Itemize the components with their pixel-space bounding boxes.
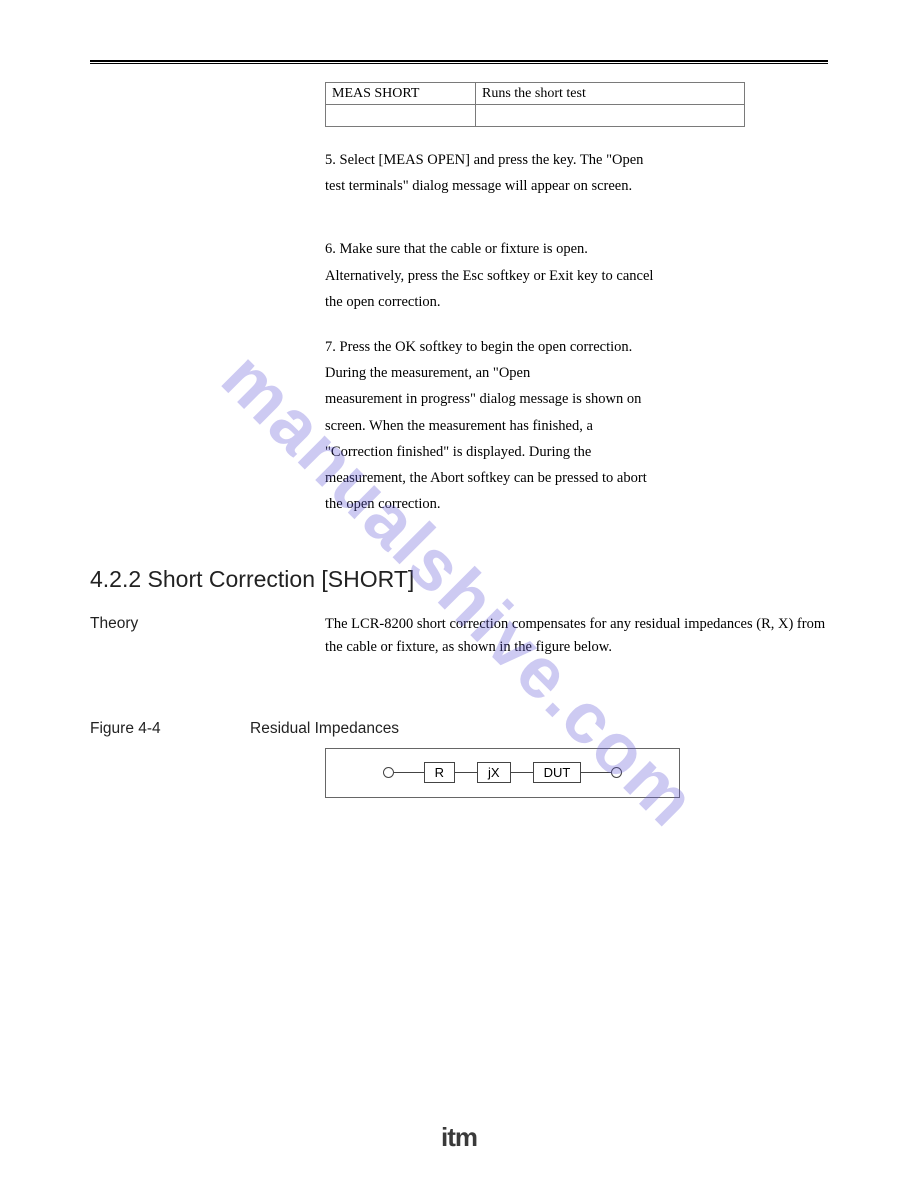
wire xyxy=(394,772,424,773)
component-dut: DUT xyxy=(533,762,582,783)
footer: itm xyxy=(0,1122,918,1153)
step-line: "Correction finished" is displayed. Duri… xyxy=(325,441,828,464)
table-cell xyxy=(326,105,476,127)
step-line: 7. Press the OK softkey to begin the ope… xyxy=(325,336,828,359)
theory-label: Theory xyxy=(90,613,325,659)
wire xyxy=(455,772,477,773)
terminal-right xyxy=(611,767,622,778)
step-line: test terminals" dialog message will appe… xyxy=(325,175,828,198)
component-jx: jX xyxy=(477,762,511,783)
step-6: 6. Make sure that the cable or fixture i… xyxy=(325,238,828,314)
page-content: MEAS SHORT Runs the short test 5. Select… xyxy=(0,0,918,838)
section-heading: 4.2.2 Short Correction [SHORT] xyxy=(90,566,828,593)
table-cell: Runs the short test xyxy=(476,83,745,105)
terminal-left xyxy=(383,767,394,778)
step-line: measurement, the Abort softkey can be pr… xyxy=(325,467,828,490)
step-line: 5. Select [MEAS OPEN] and press the key.… xyxy=(325,149,828,172)
figure-label-row: Figure 4-4 Residual Impedances xyxy=(90,720,828,738)
figure-number: Figure 4-4 xyxy=(90,720,250,738)
wire xyxy=(511,772,533,773)
table-cell: MEAS SHORT xyxy=(326,83,476,105)
figure-title: Residual Impedances xyxy=(250,720,399,738)
wire xyxy=(581,772,611,773)
step-line: screen. When the measurement has finishe… xyxy=(325,415,828,438)
step-line: the open correction. xyxy=(325,291,828,314)
step-line: 6. Make sure that the cable or fixture i… xyxy=(325,238,828,261)
section-title: Short Correction [SHORT] xyxy=(148,566,415,592)
table-row xyxy=(326,105,745,127)
step-5: 5. Select [MEAS OPEN] and press the key.… xyxy=(325,149,828,198)
step-line: Alternatively, press the Esc softkey or … xyxy=(325,265,828,288)
header-rule xyxy=(90,60,828,64)
table-row: MEAS SHORT Runs the short test xyxy=(326,83,745,105)
table-cell xyxy=(476,105,745,127)
theory-row: Theory The LCR-8200 short correction com… xyxy=(90,613,828,659)
section-number: 4.2.2 xyxy=(90,566,141,592)
command-table: MEAS SHORT Runs the short test xyxy=(325,82,828,127)
step-line: During the measurement, an "Open xyxy=(325,362,828,385)
theory-text: The LCR-8200 short correction compensate… xyxy=(325,613,828,659)
step-line: the open correction. xyxy=(325,493,828,516)
logo: itm xyxy=(441,1122,477,1153)
step-line: measurement in progress" dialog message … xyxy=(325,388,828,411)
circuit-diagram: R jX DUT xyxy=(325,748,680,798)
step-7: 7. Press the OK softkey to begin the ope… xyxy=(325,336,828,516)
component-r: R xyxy=(424,762,455,783)
